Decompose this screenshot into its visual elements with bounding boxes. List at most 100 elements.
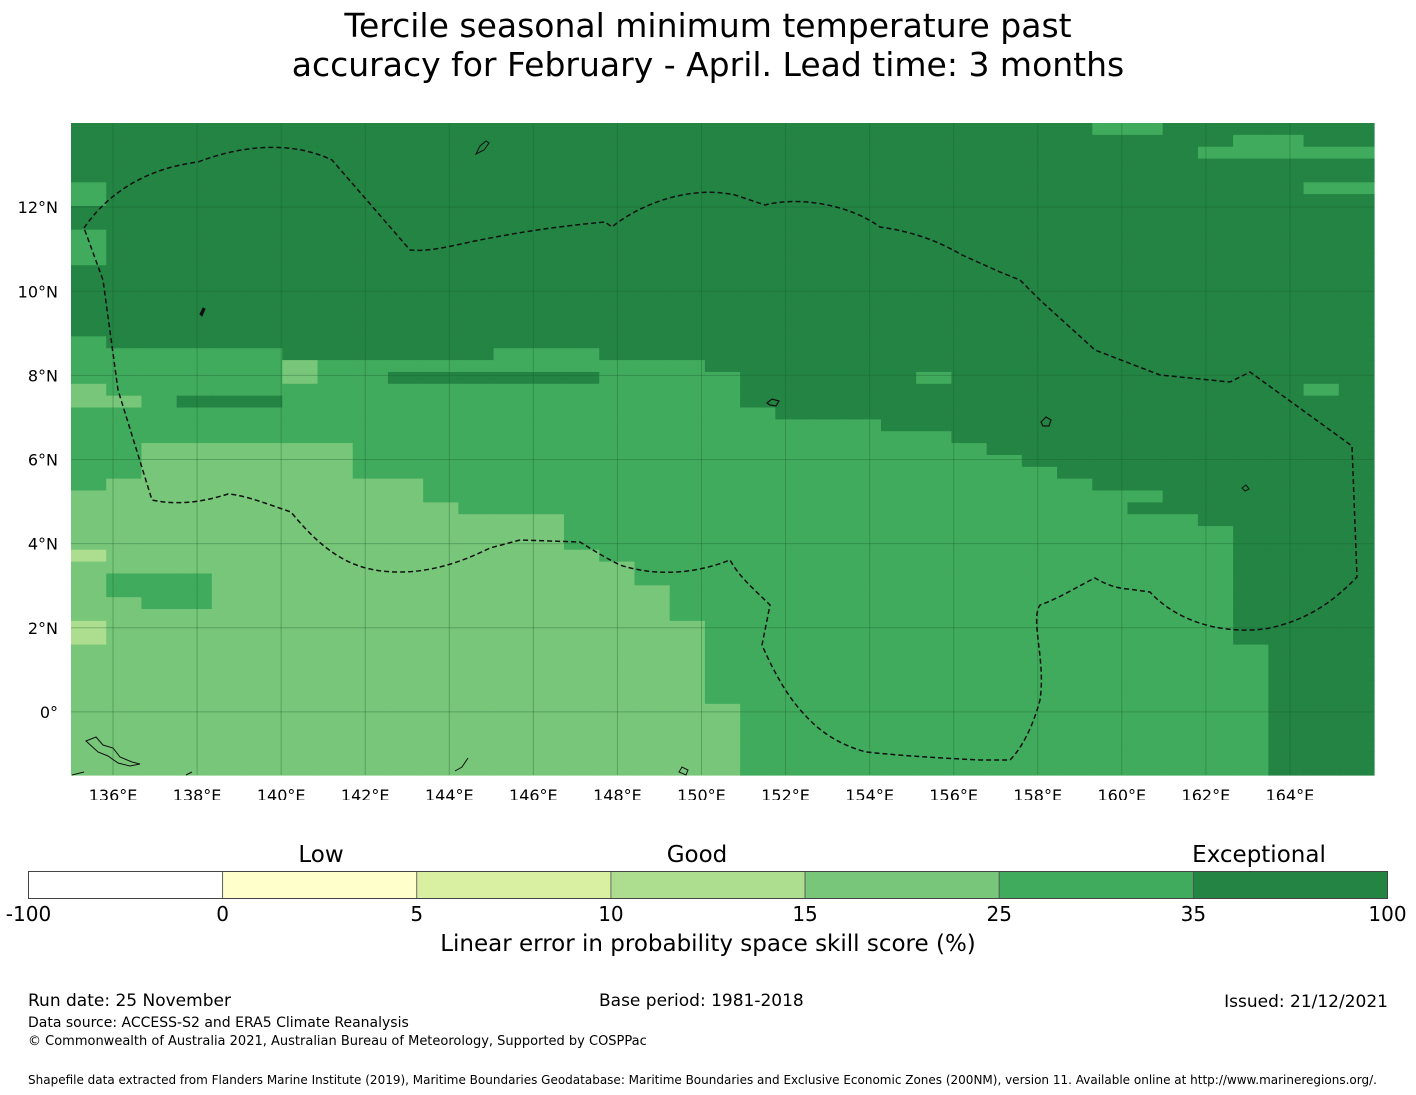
grid-cell [986,490,1023,503]
longitude-label: 140°E [257,786,306,800]
grid-cell [1021,703,1058,717]
grid-cell [352,454,389,468]
grid-cell [564,680,600,693]
grid-cell [352,715,389,729]
grid-cell [1338,194,1375,207]
grid-cell [880,656,917,669]
grid-cell [599,194,636,207]
grid-cell [176,549,213,563]
grid-cell [1021,229,1058,243]
grid-cell [211,182,248,195]
grid-cell [71,703,107,717]
grid-cell [247,407,283,420]
grid-cell [352,597,389,610]
grid-cell [141,194,178,207]
grid-cell [810,419,847,432]
grid-cell [282,549,319,563]
grid-cell [1303,680,1340,693]
grid-cell [141,383,178,397]
grid-cell [1233,656,1269,669]
grid-cell [71,134,107,148]
grid-cell [528,134,565,148]
grid-cell [740,549,776,563]
grid-cell [247,158,283,172]
grid-cell [740,407,776,420]
grid-cell [1127,609,1164,622]
grid-cell [1092,585,1129,598]
grid-cell [528,146,565,160]
grid-cell [247,348,283,361]
grid-cell [176,585,213,598]
grid-cell [282,312,319,326]
grid-cell [810,609,847,622]
grid-cell [1162,703,1199,717]
grid-cell [387,241,424,254]
grid-cell [1057,134,1093,148]
grid-cell [211,632,248,646]
grid-cell [387,692,424,705]
grid-cell [1021,644,1058,658]
grid-cell [775,609,812,622]
grid-cell [810,443,847,456]
grid-cell [1021,324,1058,337]
grid-cell [141,395,178,409]
grid-cell [176,466,213,480]
grid-cell [634,123,671,136]
grid-cell [916,644,953,658]
grid-cell [247,466,283,480]
grid-cell [387,703,424,717]
grid-cell [1338,205,1375,219]
grid-cell [176,478,213,492]
grid-cell [141,573,178,586]
grid-cell [528,644,565,658]
grid-cell [810,573,847,586]
grid-cell [528,526,565,539]
grid-cell [1233,514,1269,527]
grid-cell [810,751,847,764]
grid-cell [740,194,776,207]
grid-cell [564,585,600,598]
grid-cell [71,466,107,480]
grid-cell [1197,158,1234,172]
grid-cell [880,146,917,160]
grid-cell [599,751,636,764]
grid-cell [740,431,776,444]
grid-cell [423,514,459,527]
grid-cell [986,537,1023,551]
grid-cell [1268,443,1305,456]
grid-cell [106,241,143,254]
grid-cell [634,241,671,254]
longitude-label: 146°E [509,786,558,800]
grid-cell [106,502,143,515]
grid-cell [528,419,565,432]
grid-cell [458,431,495,444]
grid-cell [71,324,107,337]
grid-cell [1268,360,1305,373]
grid-cell [564,443,600,456]
grid-cell [247,383,283,397]
grid-cell [845,241,882,254]
grid-cell [775,288,812,302]
grid-cell [916,158,953,172]
grid-cell [352,478,389,492]
grid-cell [880,703,917,717]
grid-cell [1338,431,1375,444]
grid-cell [352,419,389,432]
grid-cell [1233,182,1269,195]
grid-cell [916,680,953,693]
grid-cell [528,277,565,290]
grid-cell [1338,360,1375,373]
grid-cell [352,620,389,634]
grid-cell [704,502,741,515]
grid-cell [704,158,741,172]
grid-cell [1162,419,1199,432]
grid-cell [986,656,1023,669]
grid-cell [564,241,600,254]
colorbar-tick: 0 [216,902,230,926]
grid-cell [1338,170,1375,183]
grid-cell [176,573,213,586]
grid-cell [1092,537,1129,551]
grid-cell [493,288,530,302]
grid-cell [1021,407,1058,420]
grid-cell [669,561,706,575]
